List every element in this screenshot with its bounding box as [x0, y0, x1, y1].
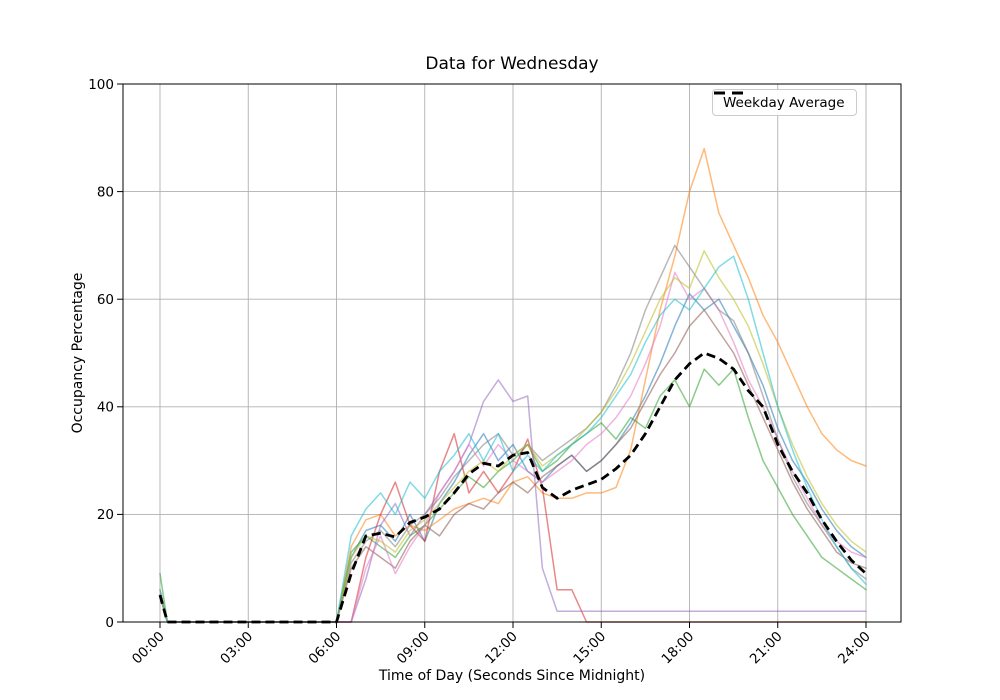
- y-tick-label: 40: [97, 400, 114, 416]
- y-tick-label: 80: [97, 184, 114, 200]
- x-tick-label: 03:00: [217, 629, 256, 668]
- legend: Weekday Average: [712, 89, 857, 116]
- legend-label: Weekday Average: [723, 94, 845, 111]
- weekday-average-dash-icon: [714, 91, 748, 95]
- x-tick-label: 06:00: [306, 629, 345, 668]
- x-tick-label: 15:00: [570, 629, 609, 668]
- x-tick-label: 21:00: [747, 629, 786, 668]
- y-tick-label: 100: [88, 77, 114, 93]
- x-tick-label: 09:00: [394, 629, 433, 668]
- chart-title: Data for Wednesday: [425, 54, 599, 74]
- x-tick-label: 12:00: [482, 629, 521, 668]
- y-axis-label: Occupancy Percentage: [70, 272, 86, 434]
- x-axis-label: Time of Day (Seconds Since Midnight): [378, 668, 646, 684]
- x-tick-label: 00:00: [129, 629, 168, 668]
- y-tick-label: 60: [97, 292, 114, 308]
- x-tick-label: 24:00: [835, 629, 874, 668]
- y-tick-label: 20: [97, 507, 114, 523]
- y-tick-label: 0: [105, 615, 114, 631]
- plot-border: [122, 83, 902, 623]
- x-tick-label: 18:00: [659, 629, 698, 668]
